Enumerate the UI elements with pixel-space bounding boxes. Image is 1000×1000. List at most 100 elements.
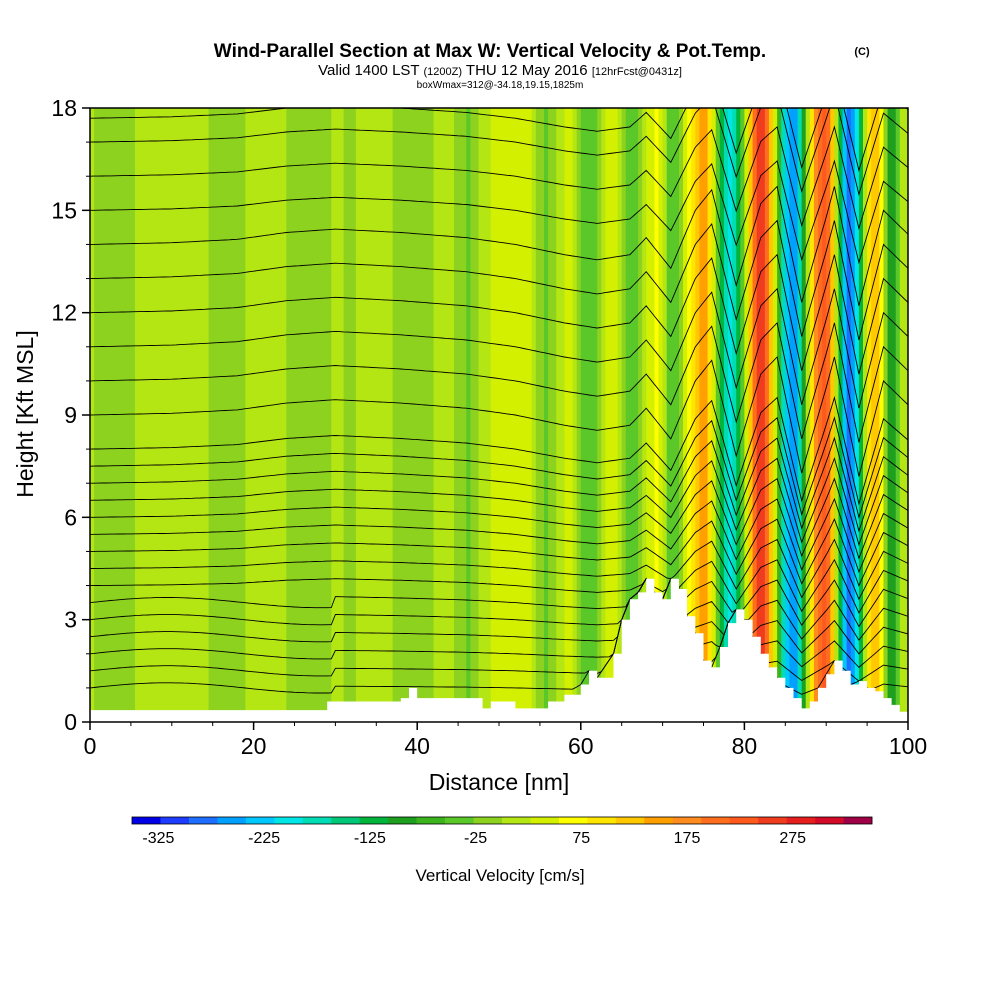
velocity-cell bbox=[674, 108, 680, 722]
velocity-cell bbox=[237, 108, 242, 722]
velocity-cell bbox=[118, 108, 124, 722]
velocity-cell bbox=[711, 108, 717, 722]
colorbar-ticks: -325 -225 -125 -25 75 175 275 bbox=[142, 830, 806, 847]
subtitle-date: THU 12 May 2016 bbox=[466, 62, 588, 79]
velocity-cell bbox=[875, 108, 880, 722]
velocity-cell bbox=[764, 108, 770, 722]
velocity-cell bbox=[760, 108, 766, 722]
velocity-cell bbox=[494, 108, 500, 722]
velocity-cell bbox=[184, 108, 189, 722]
colorbar-tick-label: -325 bbox=[142, 830, 174, 847]
velocity-cell bbox=[437, 108, 443, 722]
y-tick-label: 18 bbox=[51, 95, 77, 121]
velocity-cell bbox=[351, 108, 357, 722]
isentrope-line bbox=[90, 518, 908, 587]
isentrope-line bbox=[90, 395, 908, 506]
velocity-cell bbox=[265, 108, 271, 722]
colorbar-tick-label: -225 bbox=[248, 830, 280, 847]
velocity-cell bbox=[482, 108, 488, 722]
velocity-cell bbox=[355, 108, 361, 722]
velocity-cell bbox=[376, 108, 381, 722]
velocity-cell bbox=[777, 108, 782, 722]
velocity-cell bbox=[200, 108, 206, 722]
velocity-cell bbox=[306, 108, 312, 722]
colorbar-swatch bbox=[416, 817, 446, 824]
velocity-cell bbox=[576, 108, 582, 722]
velocity-cell bbox=[449, 108, 455, 722]
x-tick-label: 40 bbox=[404, 733, 430, 759]
velocity-cell bbox=[703, 108, 709, 722]
velocity-cell bbox=[744, 108, 750, 722]
colorbar-swatch bbox=[558, 817, 588, 824]
velocity-cell bbox=[310, 108, 316, 722]
velocity-cell bbox=[372, 108, 377, 722]
velocity-cell bbox=[838, 108, 844, 722]
velocity-cell bbox=[392, 108, 398, 722]
velocity-cell bbox=[527, 108, 533, 722]
velocity-cell bbox=[903, 108, 908, 722]
isentrope-line bbox=[90, 185, 908, 306]
vertical-velocity-field bbox=[90, 108, 908, 722]
velocity-cell bbox=[813, 108, 819, 722]
velocity-cell bbox=[625, 108, 631, 722]
velocity-cell bbox=[490, 108, 496, 722]
subtitle-forecast: [12hrFcst@0431z] bbox=[592, 66, 682, 78]
colorbar-frame bbox=[131, 816, 873, 825]
velocity-cell bbox=[552, 108, 557, 722]
isentrope-line bbox=[90, 253, 908, 375]
velocity-cell bbox=[192, 108, 197, 722]
velocity-cell bbox=[895, 108, 901, 722]
velocity-cell bbox=[629, 108, 635, 722]
velocity-cell bbox=[425, 108, 431, 722]
velocity-cell bbox=[531, 108, 537, 722]
colorbar-swatch bbox=[758, 817, 787, 824]
velocity-cell bbox=[204, 108, 210, 722]
velocity-cell bbox=[715, 108, 721, 722]
isentrope-line bbox=[90, 219, 908, 341]
colorbar-label: Vertical Velocity [cm/s] bbox=[415, 866, 584, 885]
velocity-cell bbox=[597, 108, 602, 722]
velocity-cell bbox=[543, 108, 549, 722]
velocity-cell bbox=[486, 108, 492, 722]
velocity-cell bbox=[380, 108, 386, 722]
velocity-cell bbox=[621, 108, 627, 722]
velocity-cell bbox=[139, 108, 144, 722]
velocity-cell bbox=[535, 108, 541, 722]
velocity-cell bbox=[830, 108, 835, 722]
velocity-cell bbox=[278, 108, 283, 722]
velocity-cell bbox=[384, 108, 390, 722]
velocity-cell bbox=[421, 108, 426, 722]
velocity-cell bbox=[298, 108, 304, 722]
velocity-cell bbox=[695, 108, 701, 722]
velocity-cell bbox=[249, 108, 255, 722]
x-tick-label: 100 bbox=[889, 733, 927, 759]
velocity-cell bbox=[883, 108, 889, 722]
x-axis-label: Distance [nm] bbox=[429, 769, 570, 795]
y-axis: 0 3 6 9 12 15 18 bbox=[51, 95, 90, 735]
velocity-cell bbox=[126, 108, 132, 722]
velocity-cell bbox=[241, 108, 247, 722]
velocity-cell bbox=[781, 108, 786, 722]
velocity-cell bbox=[343, 108, 349, 722]
velocity-cell bbox=[499, 108, 504, 722]
isentrope-line bbox=[90, 577, 908, 669]
velocity-cell bbox=[699, 108, 705, 722]
velocity-cell bbox=[175, 108, 181, 722]
velocity-cell bbox=[809, 108, 815, 722]
velocity-cell bbox=[842, 108, 848, 722]
isentrope-line bbox=[90, 321, 908, 443]
velocity-cell bbox=[719, 108, 725, 722]
velocity-cell bbox=[171, 108, 177, 722]
velocity-cell bbox=[388, 108, 394, 722]
velocity-cell bbox=[470, 108, 476, 722]
velocity-cell bbox=[319, 108, 324, 722]
isentrope-line bbox=[90, 577, 908, 682]
velocity-cell bbox=[871, 108, 876, 722]
velocity-cell bbox=[797, 108, 803, 722]
colorbar-tick-label: -125 bbox=[354, 830, 386, 847]
velocity-cell bbox=[327, 108, 332, 722]
colorbar-swatch bbox=[502, 817, 531, 824]
velocity-cell bbox=[523, 108, 529, 722]
velocity-cell bbox=[220, 108, 226, 722]
velocity-cell bbox=[568, 108, 574, 722]
